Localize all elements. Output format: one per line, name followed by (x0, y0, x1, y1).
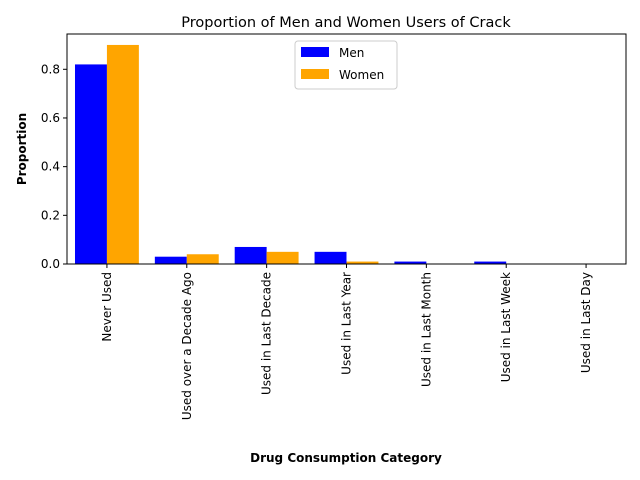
chart-title: Proportion of Men and Women Users of Cra… (181, 15, 511, 31)
y-tick-label: 0.4 (41, 160, 60, 174)
y-tick-label: 0.8 (41, 62, 60, 76)
y-tick-label: 0.2 (41, 208, 60, 222)
y-tick-label: 0.0 (41, 257, 60, 271)
y-axis-label: Proportion (15, 113, 29, 185)
x-tick-label: Used in Last Decade (260, 272, 274, 395)
bar-men-0 (74, 64, 107, 264)
legend-swatch-men (301, 47, 329, 57)
legend-label-women: Women (339, 68, 384, 82)
y-tick-label: 0.6 (41, 111, 60, 125)
x-axis: Never Used Used over a Decade Ago Used in … (100, 264, 593, 420)
bar-women-2 (266, 251, 299, 264)
bars-layer (74, 44, 507, 265)
bar-women-3 (346, 261, 379, 264)
x-tick-label: Used over a Decade Ago (180, 272, 194, 420)
x-tick-label: Used in Last Day (579, 272, 593, 373)
x-tick-label: Used in Last Month (419, 272, 433, 387)
bar-women-1 (186, 254, 219, 264)
legend-swatch-women (301, 69, 329, 79)
bar-men-5 (474, 261, 507, 264)
bar-men-2 (234, 246, 267, 264)
x-tick-label: Used in Last Week (499, 272, 513, 382)
x-tick-label: Never Used (100, 272, 114, 342)
legend-label-men: Men (339, 46, 364, 60)
bar-men-4 (394, 261, 427, 264)
y-axis: 0.0 0.2 0.4 0.6 0.8 (41, 62, 67, 271)
legend: Men Women (294, 40, 398, 90)
x-tick-label: Used in Last Year (340, 272, 354, 375)
bar-men-1 (154, 256, 187, 264)
x-axis-label: Drug Consumption Category (250, 451, 442, 465)
bar-men-3 (314, 251, 347, 264)
bar-women-0 (106, 44, 139, 265)
